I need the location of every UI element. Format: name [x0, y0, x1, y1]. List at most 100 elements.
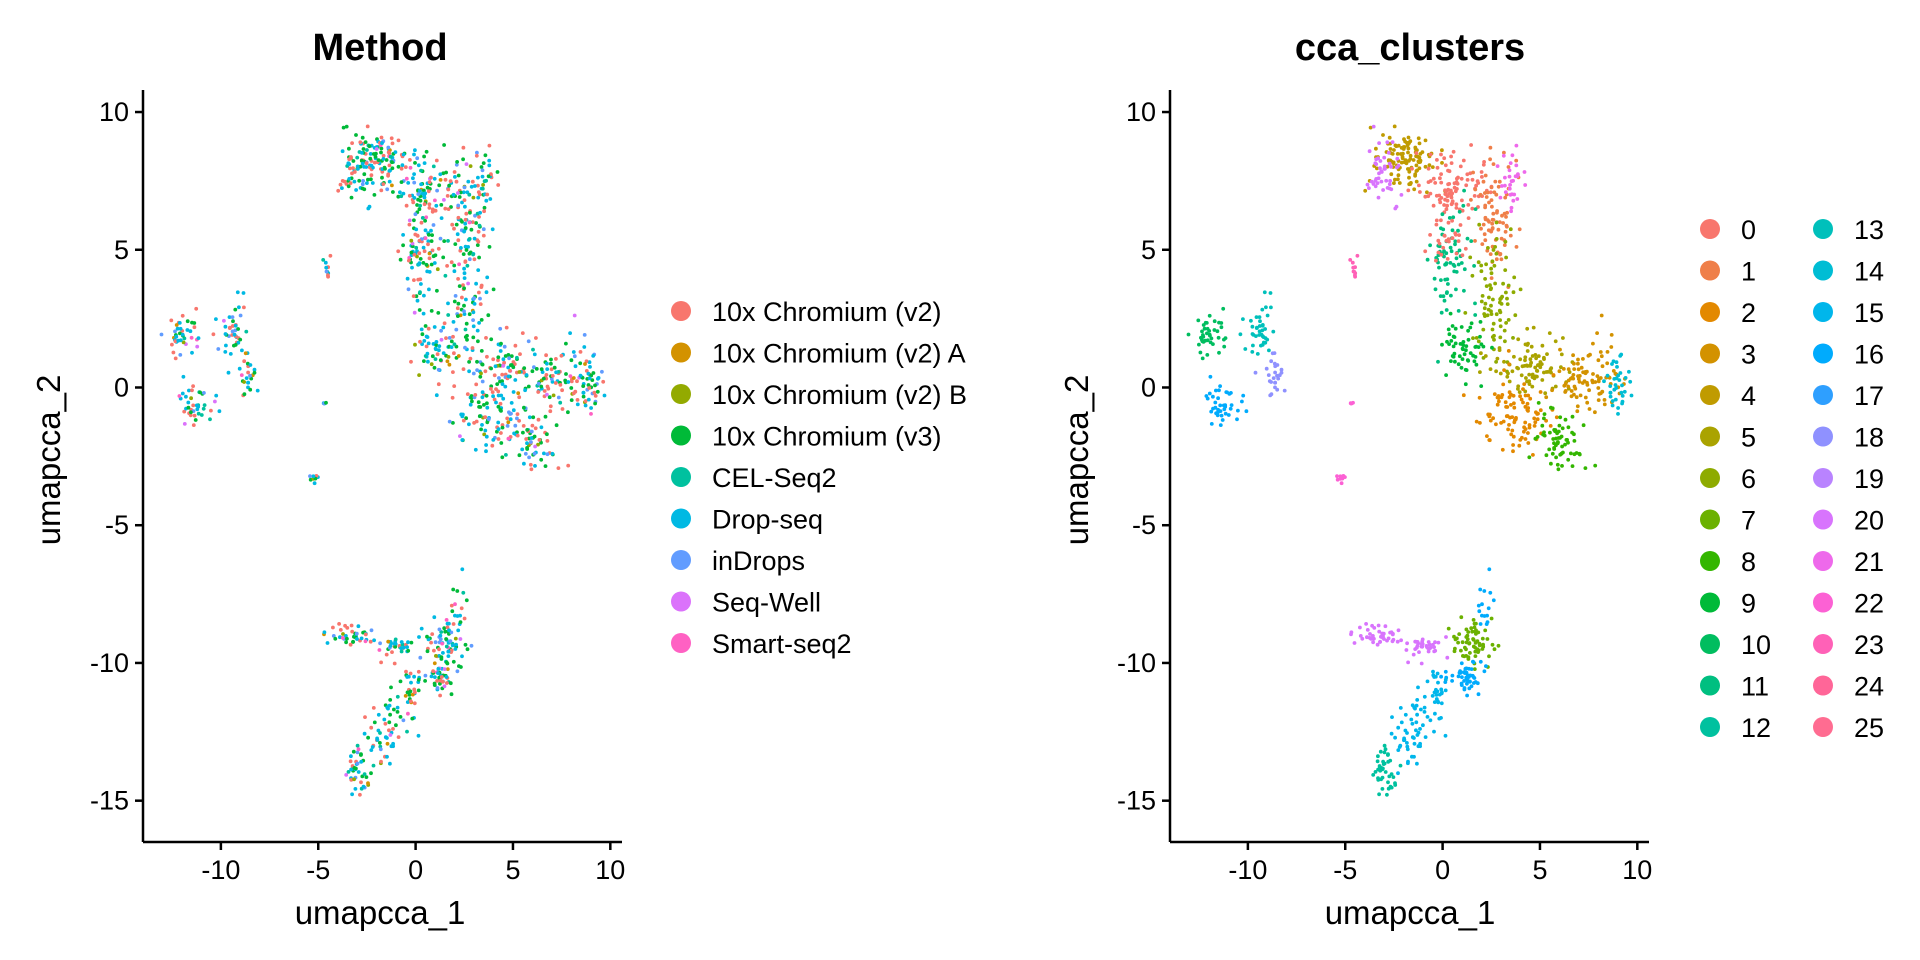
data-point: [1498, 324, 1503, 329]
data-point: [588, 365, 592, 369]
data-point: [409, 640, 414, 645]
data-point: [1454, 287, 1458, 292]
data-point: [429, 309, 434, 313]
data-point: [1458, 223, 1463, 227]
data-point: [1627, 369, 1631, 374]
data-point: [1487, 200, 1491, 205]
data-point: [1593, 380, 1598, 384]
data-point: [491, 438, 496, 442]
legend-label: 10x Chromium (v2) A: [712, 339, 966, 369]
data-point: [1595, 331, 1599, 335]
data-point: [1392, 124, 1397, 129]
data-point: [526, 384, 531, 389]
data-point: [369, 725, 374, 730]
data-point: [489, 387, 493, 391]
data-point: [379, 146, 384, 151]
y-axis-title-method: umapcca_2: [30, 375, 67, 546]
data-point: [1387, 135, 1392, 140]
data-point: [1628, 379, 1633, 384]
data-point: [1379, 170, 1384, 174]
data-point: [1585, 383, 1590, 387]
data-point: [372, 638, 376, 643]
data-point: [1431, 203, 1436, 208]
data-point: [1503, 339, 1507, 344]
data-point: [435, 352, 440, 357]
data-point: [1387, 182, 1392, 187]
data-point: [1495, 164, 1500, 169]
data-point: [1365, 182, 1370, 187]
legend-item: 20: [1813, 506, 1884, 536]
data-point: [1422, 710, 1427, 714]
data-point: [487, 245, 492, 249]
data-point: [1479, 351, 1483, 356]
data-point: [559, 353, 564, 358]
data-point: [1522, 170, 1527, 174]
data-point: [464, 211, 469, 216]
data-point: [226, 370, 231, 375]
data-point: [1235, 417, 1239, 422]
data-point: [445, 667, 450, 671]
data-point: [456, 203, 461, 208]
data-point: [440, 641, 445, 646]
data-point: [454, 222, 459, 227]
x-tick-label: 0: [1435, 855, 1450, 885]
data-point: [399, 180, 404, 185]
data-point: [384, 158, 389, 162]
data-point: [422, 249, 427, 254]
data-point: [1395, 639, 1400, 644]
data-point: [1540, 378, 1545, 382]
data-point: [232, 332, 237, 337]
data-point: [1599, 313, 1604, 318]
data-point: [237, 305, 241, 310]
data-point: [324, 265, 329, 270]
data-point: [369, 177, 373, 182]
data-point: [1513, 174, 1518, 179]
data-point: [545, 367, 550, 371]
data-point: [1401, 147, 1406, 151]
data-point: [1507, 362, 1511, 367]
data-point: [1408, 153, 1413, 158]
data-point: [1266, 373, 1271, 377]
data-point: [350, 629, 355, 634]
data-point: [178, 353, 183, 357]
data-point: [357, 178, 362, 183]
data-point: [474, 281, 478, 286]
data-point: [527, 455, 531, 460]
data-point: [367, 144, 372, 149]
data-point: [1469, 321, 1474, 326]
data-point: [1548, 424, 1553, 428]
data-point: [462, 229, 467, 233]
data-point: [1403, 712, 1408, 717]
data-point: [344, 124, 349, 129]
data-point: [170, 342, 174, 347]
data-point: [432, 661, 437, 666]
data-point: [473, 213, 477, 218]
data-point: [369, 771, 373, 776]
legend-label: 18: [1854, 423, 1884, 453]
legend-item: 10x Chromium (v2): [671, 297, 942, 327]
data-point: [1556, 467, 1561, 472]
data-point: [460, 654, 464, 659]
data-point: [499, 341, 503, 346]
data-point: [1279, 370, 1284, 375]
legend-key: [671, 384, 691, 404]
legend-key: [671, 550, 691, 570]
data-point: [401, 243, 405, 248]
data-point: [494, 387, 498, 391]
data-point: [1456, 239, 1461, 244]
data-point: [1464, 647, 1468, 652]
data-point: [1350, 260, 1355, 265]
data-point: [420, 216, 425, 220]
data-point: [494, 400, 498, 405]
data-point: [1485, 613, 1489, 618]
data-point: [1251, 343, 1255, 348]
data-point: [1186, 332, 1191, 337]
y-tick-label: -5: [105, 510, 129, 540]
data-point: [416, 669, 421, 674]
data-point: [430, 632, 435, 636]
data-point: [465, 263, 470, 268]
data-point: [1503, 400, 1508, 405]
data-point: [1383, 770, 1388, 774]
data-point: [575, 379, 579, 384]
legend-item: 7: [1700, 506, 1756, 536]
